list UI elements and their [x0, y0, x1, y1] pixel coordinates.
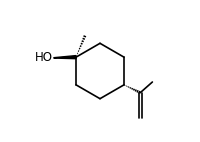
Polygon shape [54, 56, 76, 59]
Text: HO: HO [35, 51, 53, 64]
